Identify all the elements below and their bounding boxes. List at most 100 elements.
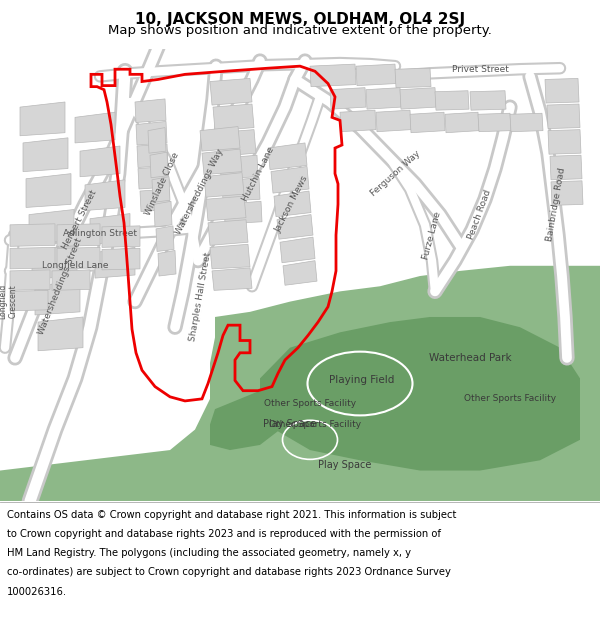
- Polygon shape: [38, 317, 83, 351]
- Polygon shape: [80, 146, 120, 177]
- Polygon shape: [10, 270, 50, 291]
- Polygon shape: [280, 237, 315, 262]
- Polygon shape: [102, 226, 140, 248]
- Polygon shape: [138, 166, 169, 189]
- Polygon shape: [57, 248, 100, 269]
- Polygon shape: [75, 112, 115, 143]
- Polygon shape: [271, 166, 309, 193]
- Text: Other Sports Facility: Other Sports Facility: [264, 399, 356, 409]
- Polygon shape: [23, 138, 68, 172]
- Polygon shape: [208, 220, 248, 245]
- Polygon shape: [410, 112, 445, 132]
- Polygon shape: [57, 224, 100, 246]
- Polygon shape: [310, 64, 356, 87]
- Polygon shape: [90, 214, 130, 244]
- Polygon shape: [10, 291, 48, 311]
- Polygon shape: [283, 261, 317, 285]
- Polygon shape: [206, 196, 246, 221]
- Text: Hutchin Lane: Hutchin Lane: [241, 145, 275, 202]
- Text: Furze Lane: Furze Lane: [421, 210, 443, 260]
- Text: Adlington Street: Adlington Street: [63, 229, 137, 238]
- Text: Longfield
Crescent: Longfield Crescent: [0, 284, 18, 319]
- Polygon shape: [478, 113, 511, 132]
- Text: Other Sports Facility: Other Sports Facility: [464, 394, 556, 403]
- Polygon shape: [550, 155, 582, 180]
- Polygon shape: [210, 244, 250, 269]
- Polygon shape: [85, 180, 125, 211]
- Polygon shape: [26, 174, 71, 208]
- Polygon shape: [356, 64, 396, 86]
- Text: HM Land Registry. The polygons (including the associated geometry, namely x, y: HM Land Registry. The polygons (includin…: [7, 548, 411, 558]
- Polygon shape: [260, 317, 580, 471]
- Polygon shape: [156, 226, 174, 251]
- Text: Peach Road: Peach Road: [467, 189, 493, 241]
- Polygon shape: [20, 102, 65, 136]
- Polygon shape: [545, 79, 579, 103]
- Text: to Crown copyright and database rights 2023 and is reproduced with the permissio: to Crown copyright and database rights 2…: [7, 529, 441, 539]
- Polygon shape: [366, 88, 401, 109]
- Polygon shape: [395, 68, 431, 88]
- Text: Longfield Lane: Longfield Lane: [42, 261, 108, 270]
- Polygon shape: [154, 201, 172, 227]
- Polygon shape: [150, 152, 168, 178]
- Polygon shape: [400, 88, 436, 109]
- Polygon shape: [277, 214, 313, 239]
- Polygon shape: [470, 91, 506, 110]
- Text: Play Space: Play Space: [263, 419, 317, 429]
- Text: Sharples Hall Street: Sharples Hall Street: [188, 251, 212, 342]
- Polygon shape: [213, 104, 254, 131]
- Polygon shape: [551, 181, 583, 206]
- Text: Bainbridge Road: Bainbridge Road: [545, 167, 567, 242]
- Polygon shape: [330, 88, 366, 109]
- Text: Watersheddings Street: Watersheddings Street: [37, 236, 83, 336]
- Polygon shape: [158, 251, 176, 276]
- Text: Playing Field: Playing Field: [329, 376, 395, 386]
- Polygon shape: [52, 270, 90, 291]
- Polygon shape: [222, 177, 260, 201]
- Polygon shape: [32, 245, 77, 279]
- Polygon shape: [210, 79, 252, 105]
- Polygon shape: [137, 144, 168, 168]
- Polygon shape: [148, 127, 166, 153]
- Polygon shape: [547, 104, 580, 129]
- Text: Play Space: Play Space: [319, 461, 371, 471]
- Polygon shape: [202, 149, 242, 174]
- Text: co-ordinates) are subject to Crown copyright and database rights 2023 Ordnance S: co-ordinates) are subject to Crown copyr…: [7, 568, 451, 578]
- Polygon shape: [10, 224, 55, 246]
- Polygon shape: [216, 129, 256, 156]
- Polygon shape: [200, 126, 240, 151]
- Text: Contains OS data © Crown copyright and database right 2021. This information is : Contains OS data © Crown copyright and d…: [7, 510, 457, 520]
- Polygon shape: [340, 110, 376, 132]
- Polygon shape: [140, 189, 170, 211]
- Text: Winslade Close: Winslade Close: [143, 151, 181, 217]
- Polygon shape: [204, 173, 244, 198]
- Polygon shape: [435, 91, 469, 110]
- Polygon shape: [268, 143, 307, 169]
- Text: Other Sports Facility: Other Sports Facility: [269, 420, 361, 429]
- Polygon shape: [212, 268, 252, 291]
- Polygon shape: [0, 266, 600, 501]
- Polygon shape: [274, 191, 311, 217]
- Polygon shape: [152, 177, 170, 202]
- Polygon shape: [135, 99, 166, 122]
- Polygon shape: [136, 121, 167, 145]
- Polygon shape: [510, 113, 543, 132]
- Polygon shape: [445, 112, 479, 132]
- Text: Jackson Mews: Jackson Mews: [274, 174, 310, 234]
- Text: 100026316.: 100026316.: [7, 587, 67, 597]
- Polygon shape: [210, 389, 280, 450]
- Text: Waterhead Park: Waterhead Park: [428, 353, 511, 363]
- Text: Ferguson Way: Ferguson Way: [368, 149, 422, 198]
- Polygon shape: [220, 155, 258, 179]
- Polygon shape: [376, 110, 411, 132]
- Polygon shape: [35, 281, 80, 315]
- Text: Watersheddings Way: Watersheddings Way: [175, 148, 226, 236]
- Text: Privet Street: Privet Street: [452, 65, 508, 74]
- Text: Herbert Street: Herbert Street: [61, 189, 99, 251]
- Polygon shape: [10, 248, 55, 269]
- Polygon shape: [548, 129, 581, 154]
- Text: 10, JACKSON MEWS, OLDHAM, OL4 2SJ: 10, JACKSON MEWS, OLDHAM, OL4 2SJ: [135, 12, 465, 27]
- Polygon shape: [102, 248, 140, 270]
- Text: Map shows position and indicative extent of the property.: Map shows position and indicative extent…: [108, 24, 492, 36]
- Polygon shape: [224, 201, 262, 224]
